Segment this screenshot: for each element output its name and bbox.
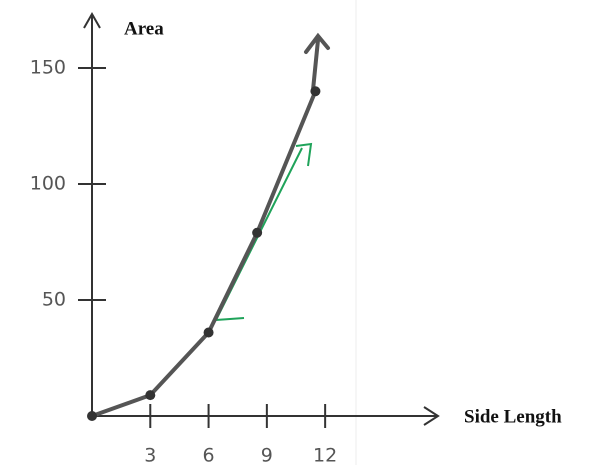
point [310,86,320,96]
tangent-line [216,144,311,320]
y-tick-label: 50 [42,289,66,311]
x-tick-label: 6 [203,445,215,465]
point [87,411,97,421]
curve-arrow [306,36,328,90]
x-tick-label: 3 [144,445,156,465]
x-tick-label: 12 [313,445,337,465]
y-tick-label: 100 [30,173,66,195]
y-tick-label: 150 [30,57,66,79]
x-tick-label: 9 [261,445,273,465]
point [252,228,262,238]
point [145,390,155,400]
x-axis-label: Side Length [464,406,562,427]
chart: Area Side Length 50 100 150 3 6 9 12 [0,0,600,465]
point [204,327,214,337]
curve [92,91,315,416]
y-axis-label: Area [124,18,164,39]
